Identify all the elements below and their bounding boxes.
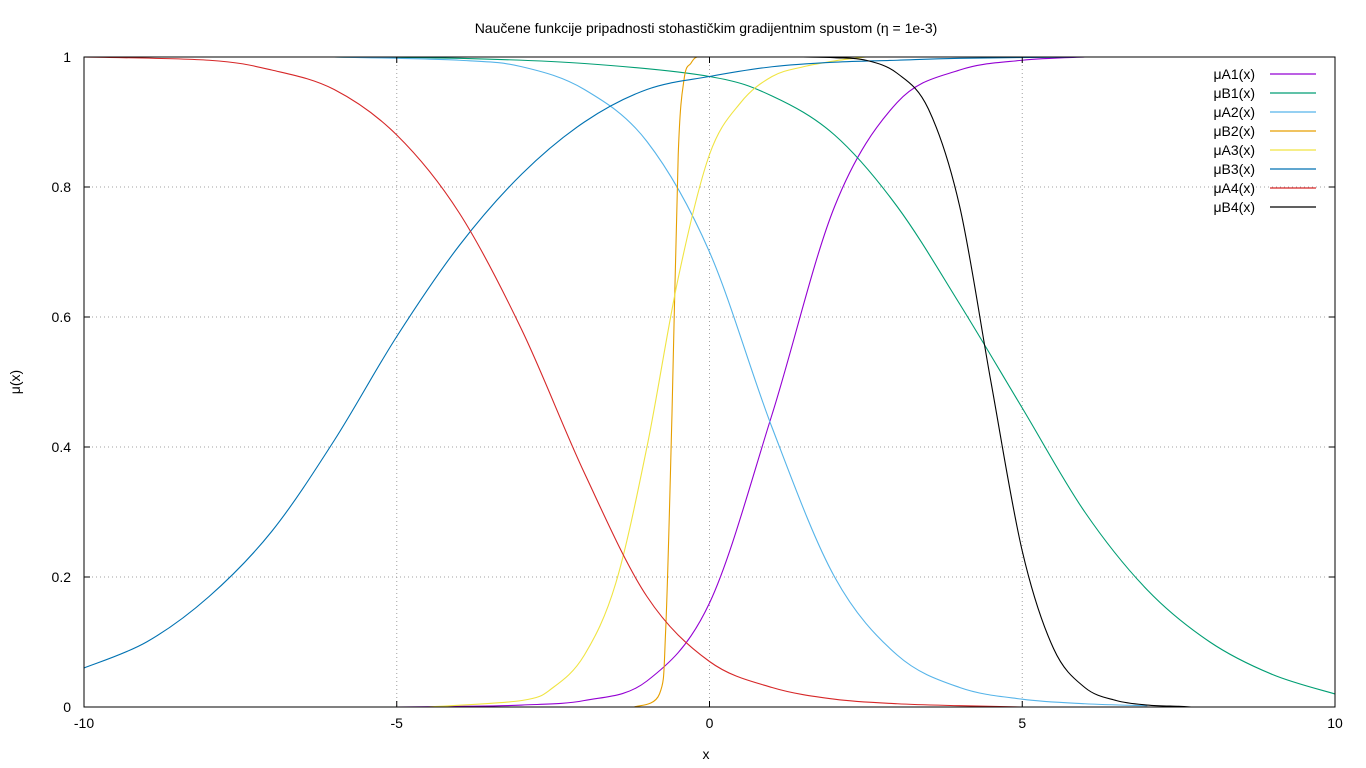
y-axis-label: μ(x) (7, 370, 23, 394)
series-line-5 (427, 56, 866, 708)
x-tick-label: 0 (706, 715, 714, 731)
y-tick-label: 0 (63, 699, 71, 715)
y-tick-label: 0.8 (52, 179, 72, 195)
series-lines (83, 56, 1336, 708)
series-line-6 (83, 56, 1085, 669)
y-tick-label: 1 (63, 49, 71, 65)
legend-entry-label: μA2(x) (1213, 104, 1255, 120)
series-line-1 (396, 56, 1085, 708)
legend-entry-label: μB3(x) (1213, 161, 1255, 177)
y-tick-label: 0.2 (52, 569, 72, 585)
x-tick-label: -10 (74, 715, 94, 731)
series-line-2 (334, 56, 1336, 695)
y-tick-label: 0.6 (52, 309, 72, 325)
legend-entry-label: μB2(x) (1213, 123, 1255, 139)
series-line-4 (634, 56, 710, 708)
x-tick-label: 5 (1018, 715, 1026, 731)
tick-labels: -10 -5 0 5 10 0 0.2 0.4 0.6 0.8 1 (52, 49, 1343, 731)
series-line-8 (803, 56, 1192, 708)
legend-entry-label: μB4(x) (1213, 199, 1255, 215)
series-line-3 (334, 56, 1148, 707)
series-line-7 (83, 56, 1023, 708)
x-tick-label: -5 (391, 715, 404, 731)
legend-entry-label: μA1(x) (1213, 66, 1255, 82)
grid (84, 57, 1335, 707)
y-tick-label: 0.4 (52, 439, 72, 455)
legend-entry-label: μA3(x) (1213, 142, 1255, 158)
legend: μA1(x) μB1(x) μA2(x) μB2(x) μA3(x) μB3(x) μA4(… (1213, 66, 1316, 215)
x-axis-label: x (703, 746, 710, 762)
x-tick-label: 10 (1327, 715, 1343, 731)
legend-entry-label: μB1(x) (1213, 85, 1255, 101)
legend-entry-label: μA4(x) (1213, 180, 1255, 196)
chart-title: Naučene funkcije pripadnosti stohastički… (475, 20, 938, 36)
